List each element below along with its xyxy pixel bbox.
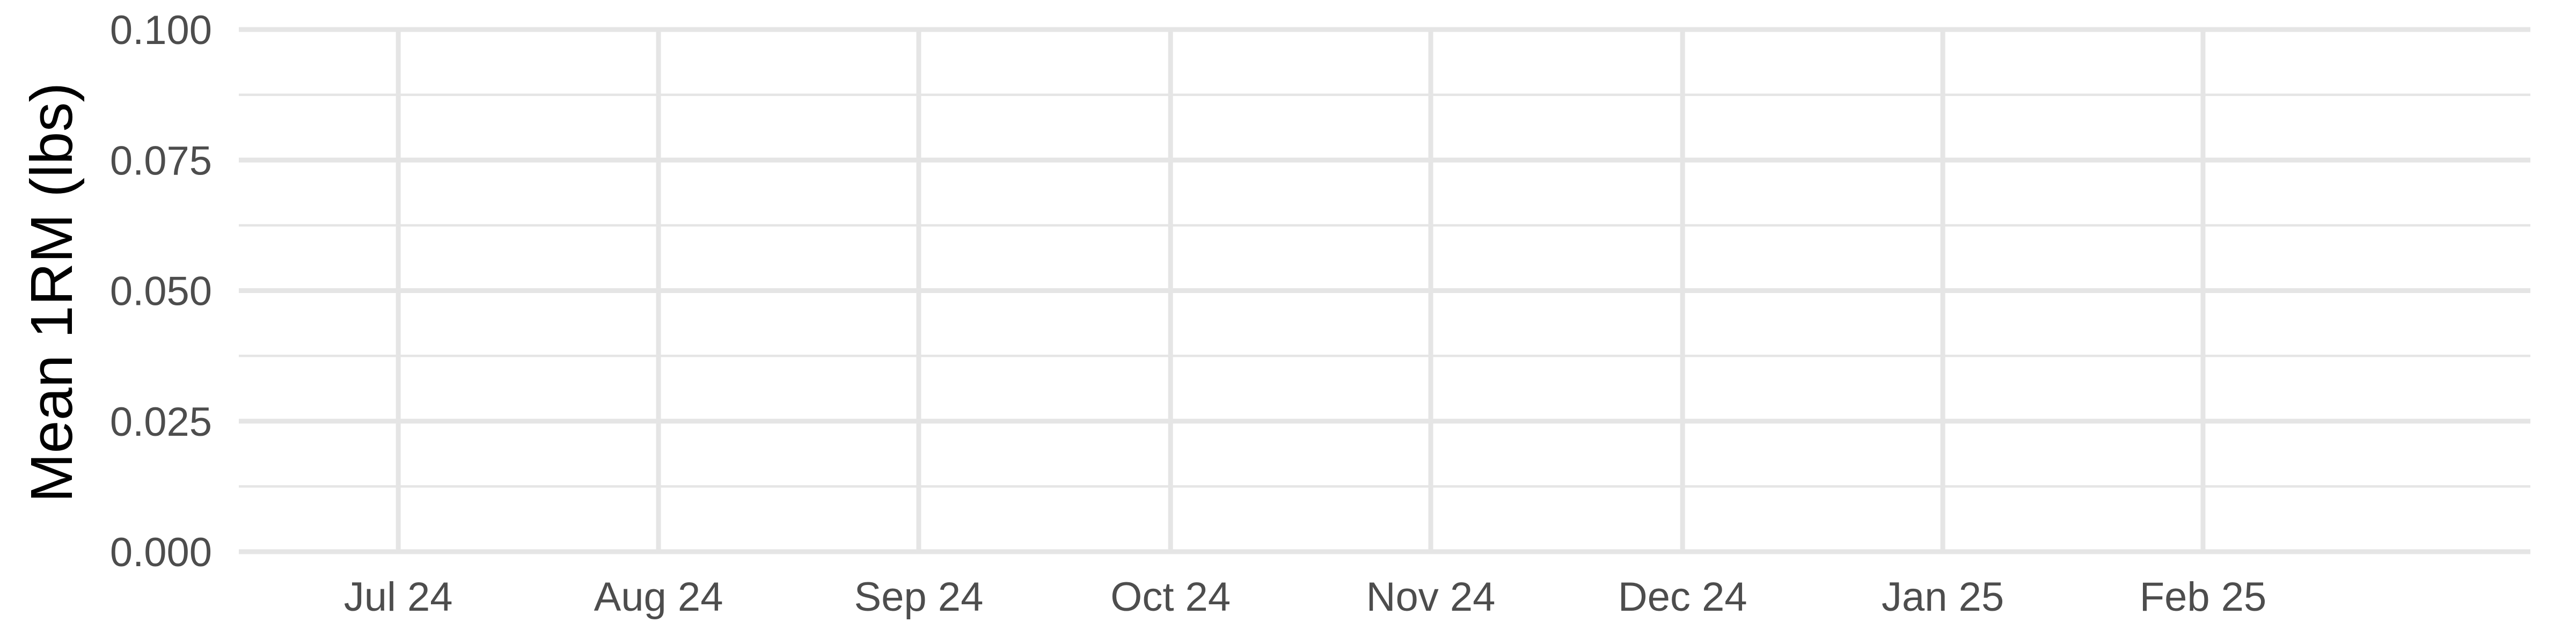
y-tick-label: 0.100	[110, 8, 212, 53]
y-tick-label: 0.050	[110, 269, 212, 314]
x-tick-label: Sep 24	[854, 574, 983, 620]
y-axis-title: Mean 1RM (lbs)	[19, 83, 85, 502]
x-tick-label: Oct 24	[1110, 574, 1231, 620]
y-tick-label: 0.075	[110, 138, 212, 184]
x-tick-label: Aug 24	[594, 574, 723, 620]
y-tick-label: 0.025	[110, 399, 212, 445]
y-tick-label: 0.000	[110, 530, 212, 575]
tick-label-layer: 0.000 0.025 0.050 0.075 0.100 Jul 24 Aug 24 Sep…	[110, 8, 2266, 620]
x-tick-label: Jan 25	[1882, 574, 2004, 620]
x-tick-label: Dec 24	[1618, 574, 1747, 620]
grid-layer	[239, 27, 2530, 554]
x-tick-label: Nov 24	[1366, 574, 1496, 620]
x-tick-label: Jul 24	[344, 574, 453, 620]
x-tick-label: Feb 25	[2140, 574, 2267, 620]
